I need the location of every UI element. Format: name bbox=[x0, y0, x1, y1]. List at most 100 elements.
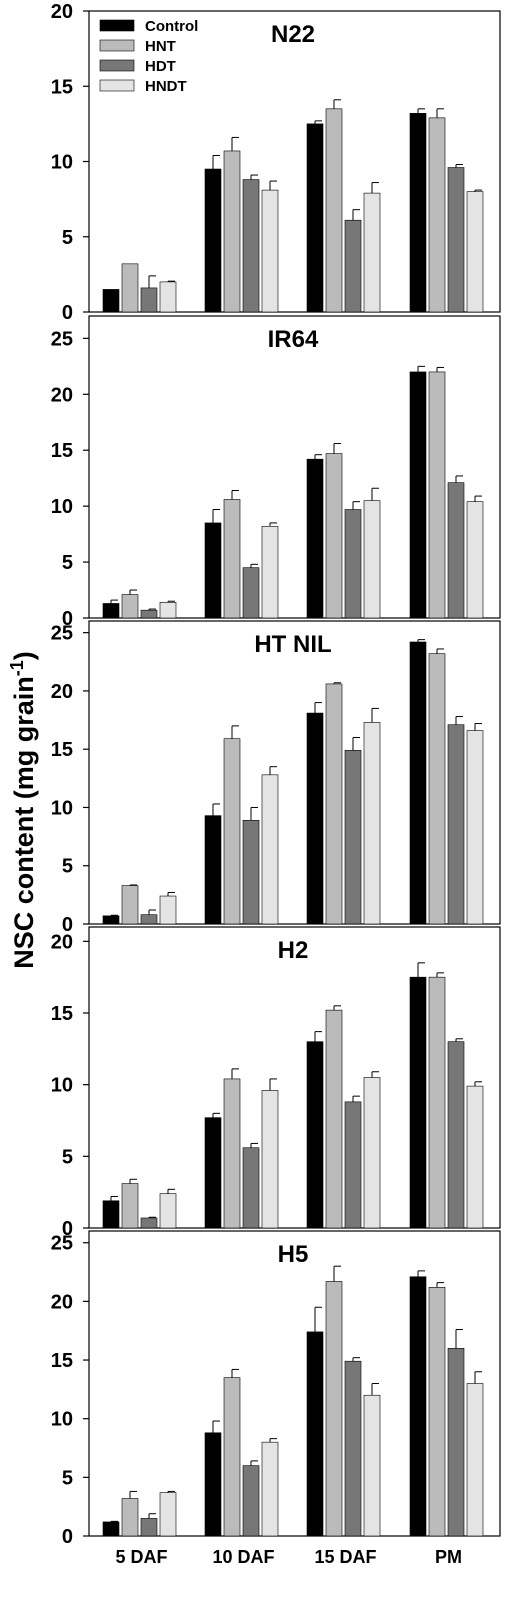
bar-hnt-5-daf bbox=[121, 594, 139, 619]
bar-control-5-daf bbox=[102, 915, 120, 925]
bar-hnt-10-daf bbox=[223, 1377, 241, 1537]
bar-hdt-pm bbox=[447, 1348, 465, 1537]
plot-frame bbox=[88, 1230, 501, 1537]
bar-hnt-pm bbox=[428, 117, 446, 313]
bar-hndt-pm bbox=[466, 1085, 484, 1229]
bar-hndt-10-daf bbox=[261, 1090, 279, 1229]
y-tick-label: 0 bbox=[62, 1526, 73, 1548]
bar-control-15-daf bbox=[306, 1041, 324, 1229]
x-tick-label: 15 DAF bbox=[314, 1547, 376, 1567]
bar-hdt-10-daf bbox=[242, 819, 260, 925]
panel-title: H2 bbox=[278, 937, 309, 964]
y-axis-label-close: ) bbox=[9, 651, 39, 660]
bar-hndt-10-daf bbox=[261, 525, 279, 619]
bar-hnt-15-daf bbox=[325, 453, 343, 619]
panel-n22: 0 5 10 15 20 N22 Control HNT HDT HNDT bbox=[51, 1, 501, 324]
bar-hdt-15-daf bbox=[344, 1360, 362, 1537]
bar-hnt-15-daf bbox=[325, 1009, 343, 1229]
legend-label-hnt: HNT bbox=[145, 38, 176, 55]
bar-hdt-15-daf bbox=[344, 750, 362, 925]
legend-label-control: Control bbox=[145, 18, 198, 35]
bar-control-10-daf bbox=[204, 815, 222, 925]
panel-title: IR64 bbox=[268, 326, 319, 353]
bar-control-15-daf bbox=[306, 712, 324, 925]
y-tick-label: 10 bbox=[51, 1075, 73, 1097]
y-tick-label: 20 bbox=[51, 1291, 73, 1313]
bar-hnt-10-daf bbox=[223, 150, 241, 313]
y-tick-label: 25 bbox=[51, 328, 73, 350]
panel-h5: 0 5 10 15 20 25 H5 bbox=[51, 1230, 501, 1548]
bar-control-5-daf bbox=[102, 603, 120, 619]
bar-control-10-daf bbox=[204, 1432, 222, 1537]
bar-hdt-10-daf bbox=[242, 179, 260, 313]
bar-hndt-5-daf bbox=[159, 281, 177, 313]
bar-control-15-daf bbox=[306, 458, 324, 619]
bar-hdt-5-daf bbox=[140, 609, 158, 619]
bar-hdt-5-daf bbox=[140, 287, 158, 313]
panels-group: 0 5 10 15 20 N22 Control HNT HDT HNDT 0 5 10 15 20 25 IR… bbox=[51, 1, 501, 1548]
plot-frame bbox=[88, 926, 501, 1229]
bar-hnt-10-daf bbox=[223, 1078, 241, 1229]
panel-ht-nil: 0 5 10 15 20 25 HT NIL bbox=[51, 620, 501, 936]
bar-hdt-pm bbox=[447, 724, 465, 925]
bar-control-5-daf bbox=[102, 289, 120, 313]
y-tick-label: 0 bbox=[62, 914, 73, 936]
y-axis-label: NSC content (mg grain-1) bbox=[7, 651, 39, 969]
legend-swatch-hnt bbox=[99, 39, 135, 52]
bar-hdt-5-daf bbox=[140, 1518, 158, 1537]
bar-hndt-5-daf bbox=[159, 1492, 177, 1537]
bar-hdt-5-daf bbox=[140, 1217, 158, 1229]
bar-control-pm bbox=[409, 641, 427, 925]
bar-hnt-5-daf bbox=[121, 1498, 139, 1537]
y-tick-label: 15 bbox=[51, 1350, 73, 1372]
bar-hdt-10-daf bbox=[242, 1465, 260, 1537]
legend-swatch-control bbox=[99, 19, 135, 32]
y-tick-label: 0 bbox=[62, 608, 73, 630]
legend-swatch-hdt bbox=[99, 59, 135, 72]
y-tick-label: 15 bbox=[51, 1003, 73, 1025]
legend-label-hndt: HNDT bbox=[145, 78, 187, 95]
bar-control-10-daf bbox=[204, 168, 222, 313]
y-tick-label: 20 bbox=[51, 384, 73, 406]
y-tick-label: 5 bbox=[62, 552, 73, 574]
bar-hnt-pm bbox=[428, 653, 446, 925]
panel-title: N22 bbox=[271, 21, 315, 48]
y-tick-label: 15 bbox=[51, 440, 73, 462]
y-tick-label: 0 bbox=[62, 302, 73, 324]
y-tick-label: 10 bbox=[51, 797, 73, 819]
bar-control-15-daf bbox=[306, 1331, 324, 1537]
bar-hnt-5-daf bbox=[121, 263, 139, 313]
y-axis-label-main: NSC content (mg grain bbox=[9, 676, 39, 969]
plot-frame bbox=[88, 620, 501, 925]
y-tick-label: 25 bbox=[51, 1233, 73, 1255]
y-tick-label: 10 bbox=[51, 1409, 73, 1431]
x-axis-tick-labels: 5 DAF 10 DAF 15 DAF PM bbox=[115, 1547, 462, 1567]
panel-title: HT NIL bbox=[254, 631, 331, 658]
bar-hdt-pm bbox=[447, 1041, 465, 1229]
bar-hdt-15-daf bbox=[344, 1101, 362, 1229]
y-tick-label: 10 bbox=[51, 496, 73, 518]
y-tick-label: 25 bbox=[51, 623, 73, 645]
legend-swatch-hndt bbox=[99, 79, 135, 92]
bar-hndt-15-daf bbox=[363, 1394, 381, 1537]
bar-control-15-daf bbox=[306, 123, 324, 313]
bar-hdt-pm bbox=[447, 482, 465, 619]
y-axis-label-superscript: -1 bbox=[7, 660, 27, 676]
y-tick-label: 0 bbox=[62, 1218, 73, 1240]
y-tick-label: 20 bbox=[51, 1, 73, 23]
bar-hndt-pm bbox=[466, 730, 484, 925]
bar-hdt-5-daf bbox=[140, 914, 158, 925]
bar-hnt-10-daf bbox=[223, 738, 241, 925]
bar-control-10-daf bbox=[204, 1117, 222, 1229]
y-tick-label: 15 bbox=[51, 76, 73, 98]
y-tick-label: 15 bbox=[51, 739, 73, 761]
bar-hndt-10-daf bbox=[261, 189, 279, 313]
bar-hndt-pm bbox=[466, 191, 484, 313]
bar-hdt-15-daf bbox=[344, 219, 362, 313]
bar-hnt-15-daf bbox=[325, 108, 343, 313]
bar-hndt-5-daf bbox=[159, 895, 177, 925]
y-tick-label: 20 bbox=[51, 681, 73, 703]
bar-hndt-5-daf bbox=[159, 602, 177, 619]
bar-hndt-15-daf bbox=[363, 722, 381, 925]
